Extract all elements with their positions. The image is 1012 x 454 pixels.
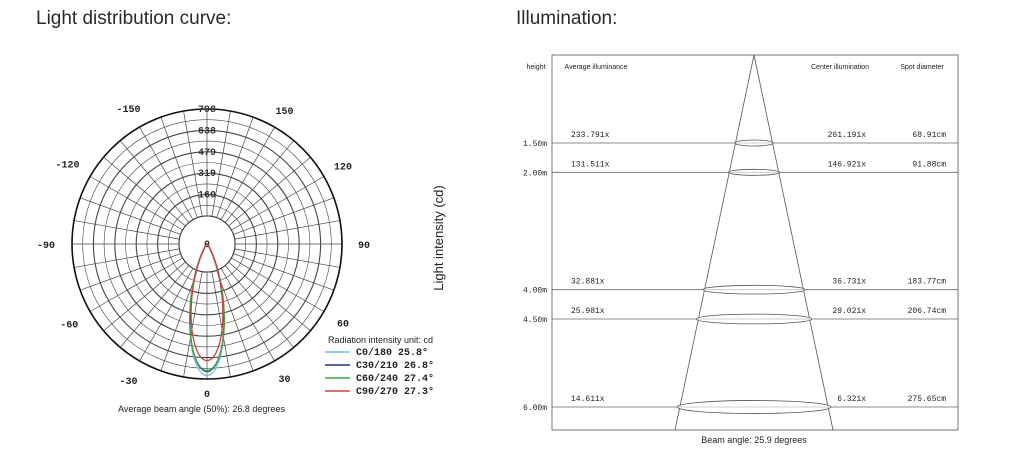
column-header: Center illumination: [811, 64, 869, 71]
illumination-title: Illumination:: [516, 8, 618, 29]
angle-label: 30: [278, 375, 290, 386]
angle-label: 0: [204, 390, 210, 401]
spot-diameter: 91.88cm: [912, 160, 946, 169]
radial-tick-label: 160: [198, 191, 216, 202]
column-header: height: [526, 64, 545, 71]
spot-ellipse: [727, 168, 781, 176]
average-illuminance: 233.791x: [571, 131, 610, 140]
angle-label: -30: [119, 377, 137, 388]
radial-axis-label: Light intensity (cd): [431, 185, 446, 291]
beam-curve-3: [190, 243, 224, 362]
light-distribution-title: Light distribution curve:: [36, 8, 232, 29]
illumination-footnote: Beam angle: 25.9 degrees: [701, 435, 807, 445]
angle-label: 60: [337, 320, 349, 331]
polar-ring: [157, 194, 257, 294]
average-illuminance: 14.611x: [571, 395, 605, 404]
polar-bg: [332, 96, 432, 306]
angle-label: -90: [37, 241, 55, 252]
polar-ring: [82, 119, 332, 369]
polar-ring: [103, 140, 311, 348]
legend-label: C30/210 26.8°: [356, 360, 434, 372]
spot-diameter: 68.91cm: [912, 131, 946, 140]
radial-tick-label: 479: [198, 148, 216, 159]
column-header: Spot diameter: [900, 64, 944, 71]
center-illumination: 36.731x: [832, 278, 866, 287]
polar-ring: [114, 151, 300, 337]
center-illumination: 146.921x: [828, 160, 867, 169]
spot-diameter: 183.77cm: [908, 278, 947, 287]
height-label: 1.50m: [523, 140, 547, 149]
legend-label: C60/240 27.4°: [356, 373, 434, 385]
angle-label: -150: [116, 105, 140, 116]
polar-ring: [125, 162, 289, 326]
center-illumination: 261.191x: [828, 131, 867, 140]
center-illumination: 6.321x: [837, 395, 866, 404]
radial-tick-label: 319: [198, 169, 216, 180]
polar-footnote: Average beam angle (50%): 26.8 degrees: [118, 404, 285, 414]
legend-label: C90/270 27.3°: [356, 386, 434, 398]
spot-ellipse: [734, 139, 774, 147]
average-illuminance: 25.981x: [571, 307, 605, 316]
angle-label: 90: [358, 241, 370, 252]
polar-ring: [146, 183, 268, 305]
spot-diameter: 275.65cm: [908, 395, 947, 404]
height-label: 2.00m: [523, 169, 547, 178]
unit-note: Radiation intensity unit: cd: [328, 335, 433, 345]
cone-left-edge: [674, 54, 755, 431]
spot-ellipse: [695, 313, 813, 325]
height-label: 4.00m: [523, 287, 547, 296]
column-header: Average illuminance: [565, 64, 628, 71]
height-label: 6.00m: [523, 404, 547, 413]
spot-ellipse: [676, 400, 832, 414]
radial-tick-label: 638: [198, 126, 216, 137]
height-label: 4.50m: [523, 316, 547, 325]
center-illumination: 29.021x: [832, 307, 866, 316]
illumination-frame: [551, 54, 959, 431]
spot-ellipse: [702, 284, 806, 295]
legend-label: C0/180 25.8°: [356, 347, 428, 359]
average-illuminance: 131.511x: [571, 160, 610, 169]
average-illuminance: 32.881x: [571, 278, 605, 287]
polar-ring: [168, 205, 247, 284]
spot-diameter: 206.74cm: [908, 307, 947, 316]
angle-label: 120: [334, 163, 352, 174]
angle-label: -120: [56, 161, 80, 172]
cone-right-edge: [753, 54, 834, 431]
polar-ring: [135, 172, 279, 316]
radial-tick-label: 798: [198, 105, 216, 116]
polar-outer-ring: [71, 108, 343, 380]
radial-tick-label: 0: [204, 240, 210, 251]
polar-ring: [92, 129, 322, 359]
angle-label: 150: [275, 107, 293, 118]
angle-label: -60: [60, 321, 78, 332]
